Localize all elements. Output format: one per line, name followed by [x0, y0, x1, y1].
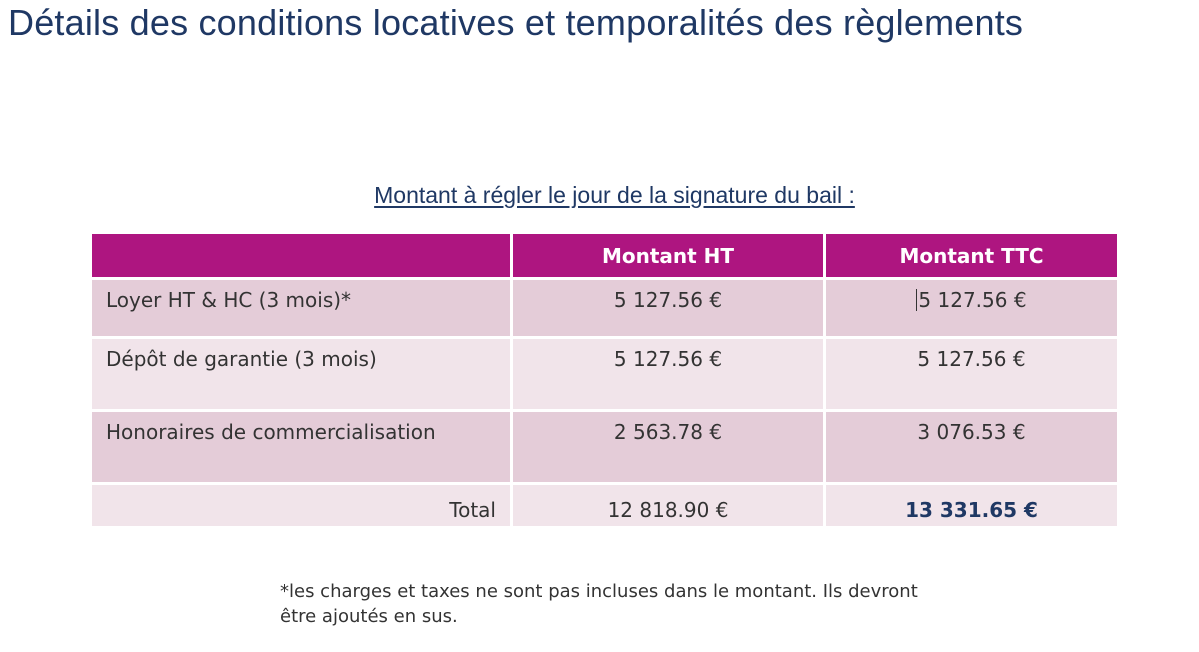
text-cursor	[916, 289, 918, 311]
row-ht-depot: 5 127.56 €	[510, 336, 826, 412]
row-label-depot: Dépôt de garantie (3 mois)	[89, 336, 513, 412]
row-ht-honoraires: 2 563.78 €	[510, 409, 826, 485]
row-ht-loyer: 5 127.56 €	[510, 277, 826, 339]
row-ttc-depot: 5 127.56 €	[823, 336, 1120, 412]
total-ht: 12 818.90 €	[510, 482, 826, 529]
table-row: Loyer HT & HC (3 mois)* 5 127.56 € 5 127…	[89, 277, 1120, 339]
table-row: Dépôt de garantie (3 mois) 5 127.56 € 5 …	[89, 336, 1120, 412]
header-montant-ht: Montant HT	[510, 231, 826, 280]
total-ttc: 13 331.65 €	[823, 482, 1120, 529]
row-ttc-loyer-value: 5 127.56 €	[918, 288, 1027, 312]
footnote: *les charges et taxes ne sont pas inclus…	[280, 581, 918, 627]
row-label-honoraires: Honoraires de commercialisation	[89, 409, 513, 485]
payment-table: Montant HT Montant TTC Loyer HT & HC (3 …	[89, 231, 1120, 529]
header-empty	[89, 231, 513, 280]
total-label: Total	[89, 482, 513, 529]
page-title: Détails des conditions locatives et temp…	[8, 2, 1024, 43]
row-ttc-honoraires: 3 076.53 €	[823, 409, 1120, 485]
table-header-row: Montant HT Montant TTC	[89, 231, 1120, 280]
row-label-loyer: Loyer HT & HC (3 mois)*	[89, 277, 513, 339]
table-total-row: Total 12 818.90 € 13 331.65 €	[89, 482, 1120, 529]
row-ttc-loyer: 5 127.56 €	[823, 277, 1120, 339]
table-row: Honoraires de commercialisation 2 563.78…	[89, 409, 1120, 485]
header-montant-ttc: Montant TTC	[823, 231, 1120, 280]
table-caption: Montant à régler le jour de la signature…	[374, 182, 855, 208]
